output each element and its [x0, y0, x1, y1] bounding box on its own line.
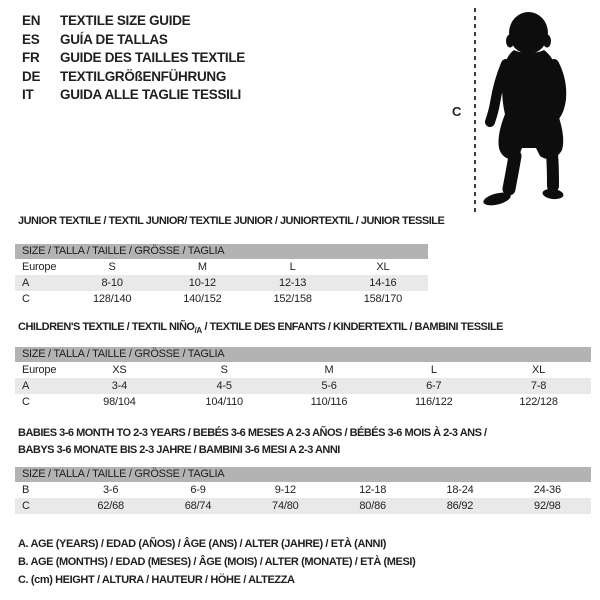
- table-cell: 6-9: [190, 484, 206, 496]
- footnote-age-years: A. AGE (YEARS) / EDAD (AÑOS) / ÂGE (ANS)…: [18, 538, 386, 550]
- table-cell: 68/74: [184, 500, 212, 512]
- table-cell: 104/110: [205, 396, 243, 408]
- lang-code: FR: [22, 50, 40, 65]
- size-header-bar: SIZE / TALLA / TAILLE / GRÖSSE / TAGLIA: [15, 347, 591, 362]
- table-cell: 116/122: [415, 396, 453, 408]
- row-label: C: [22, 500, 30, 512]
- row-label: Europe: [22, 261, 57, 273]
- table-cell: 14-16: [369, 277, 397, 289]
- lang-label: GUIDE DES TAILLES TEXTILE: [60, 50, 246, 65]
- lang-label: GUÍA DE TALLAS: [60, 31, 168, 47]
- language-title-block: EN TEXTILE SIZE GUIDE ES GUÍA DE TALLAS …: [22, 12, 245, 105]
- junior-table-title: JUNIOR TEXTILE / TEXTIL JUNIOR/ TEXTILE …: [18, 215, 445, 227]
- size-table-children: SIZE / TALLA / TAILLE / GRÖSSE / TAGLIA …: [15, 347, 591, 410]
- children-table-title: CHILDREN'S TEXTILE / TEXTIL NIÑO/A / TEX…: [18, 320, 504, 335]
- table-cell: 12-18: [359, 484, 387, 496]
- baby-silhouette: [483, 12, 567, 206]
- table-cell: M: [197, 261, 207, 273]
- row-label: Europe: [22, 364, 57, 376]
- table-cell: 62/68: [97, 500, 124, 512]
- row-label: A: [22, 277, 30, 289]
- size-header-bar: SIZE / TALLA / TAILLE / GRÖSSE / TAGLIA: [15, 244, 428, 259]
- lang-line-fr: FR GUIDE DES TAILLES TEXTILE: [22, 49, 245, 68]
- height-measure-label: C: [452, 104, 462, 119]
- table-cell: XL: [532, 364, 546, 376]
- table-cell: 6-7: [426, 380, 442, 392]
- table-row-height: C 128/140 140/152 152/158 158/170: [15, 291, 428, 307]
- table-row-europe: Europe XS S M L XL: [15, 362, 591, 378]
- footnotes-block: A. AGE (YEARS) / EDAD (AÑOS) / ÂGE (ANS)…: [18, 535, 416, 590]
- lang-label: TEXTILGRÖßENFÜHRUNG: [60, 68, 227, 84]
- row-label: B: [22, 484, 30, 496]
- size-header-bar: SIZE / TALLA / TAILLE / GRÖSSE / TAGLIA: [15, 467, 591, 482]
- lang-code: ES: [22, 31, 40, 47]
- table-cell: 122/128: [519, 396, 558, 408]
- size-table-junior: SIZE / TALLA / TAILLE / GRÖSSE / TAGLIA …: [15, 244, 428, 307]
- table-cell: 158/170: [363, 293, 403, 305]
- table-cell: 12-13: [279, 277, 307, 289]
- table-row-age: A 3-4 4-5 5-6 6-7 7-8: [15, 378, 591, 394]
- table-cell: 10-12: [188, 277, 216, 289]
- table-cell: 4-5: [216, 380, 233, 392]
- table-cell: 110/116: [310, 396, 348, 408]
- row-label: C: [22, 396, 30, 408]
- lang-code: DE: [22, 68, 41, 84]
- height-dotted-line: [474, 8, 476, 214]
- table-cell: 3-6: [103, 484, 119, 496]
- table-row-months: B 3-6 6-9 9-12 12-18 18-24 24-36: [15, 482, 591, 498]
- babies-table-title-line1: BABIES 3-6 MONTH TO 2-3 YEARS / BEBÉS 3-…: [18, 427, 487, 439]
- table-row-europe: Europe S M L XL: [15, 259, 428, 275]
- table-cell: S: [220, 364, 228, 376]
- table-cell: 18-24: [446, 484, 474, 496]
- footnote-height: C. (cm) HEIGHT / ALTURA / HAUTEUR / HÖHE…: [18, 574, 295, 587]
- children-title-sub: /A: [194, 325, 202, 335]
- table-cell: 8-10: [101, 277, 123, 289]
- table-cell: 5-6: [321, 380, 337, 392]
- lang-code: IT: [22, 87, 34, 102]
- table-cell: 140/152: [183, 293, 222, 305]
- lang-label: GUIDA ALLE TAGLIE TESSILI: [60, 87, 241, 102]
- lang-line-en: EN TEXTILE SIZE GUIDE: [22, 12, 245, 31]
- lang-line-es: ES GUÍA DE TALLAS: [22, 31, 245, 50]
- table-cell: M: [324, 364, 334, 376]
- table-cell: 24-36: [533, 484, 561, 496]
- table-cell: 9-12: [274, 484, 296, 496]
- lang-line-de: DE TEXTILGRÖßENFÜHRUNG: [22, 68, 245, 87]
- lang-label: TEXTILE SIZE GUIDE: [60, 13, 191, 28]
- children-title-pre: CHILDREN'S TEXTILE / TEXTIL NIÑO: [18, 321, 195, 333]
- table-cell: 152/158: [273, 293, 312, 305]
- table-cell: 86/92: [446, 500, 474, 512]
- table-cell: XS: [112, 364, 127, 376]
- table-cell: 3-4: [111, 380, 128, 392]
- table-cell: S: [108, 261, 116, 273]
- size-table-babies: SIZE / TALLA / TAILLE / GRÖSSE / TAGLIA …: [15, 467, 591, 514]
- babies-table-title-line2: BABYS 3-6 MONATE BIS 2-3 JAHRE / BAMBINI…: [18, 444, 340, 456]
- table-cell: XL: [376, 261, 390, 273]
- table-cell: 98/104: [103, 396, 136, 408]
- table-cell: 92/98: [534, 500, 561, 512]
- lang-code: EN: [22, 13, 41, 28]
- row-label: C: [22, 293, 30, 305]
- row-label: A: [22, 380, 30, 392]
- lang-line-it: IT GUIDA ALLE TAGLIE TESSILI: [22, 86, 245, 105]
- table-row-height: C 62/68 68/74 74/80 80/86 86/92 92/98: [15, 498, 591, 514]
- table-cell: 74/80: [272, 500, 299, 512]
- table-cell: 128/140: [92, 293, 132, 305]
- table-cell: 7-8: [530, 380, 547, 392]
- table-cell: 80/86: [359, 500, 386, 512]
- table-cell: L: [289, 261, 296, 273]
- table-cell: L: [430, 364, 437, 376]
- table-row-height: C 98/104 104/110 110/116 116/122 122/128: [15, 394, 591, 410]
- footnote-age-months: B. AGE (MONTHS) / EDAD (MESES) / ÂGE (MO…: [18, 556, 416, 569]
- table-row-age: A 8-10 10-12 12-13 14-16: [15, 275, 428, 291]
- children-title-post: / TEXTILE DES ENFANTS / KINDERTEXTIL / B…: [201, 321, 503, 333]
